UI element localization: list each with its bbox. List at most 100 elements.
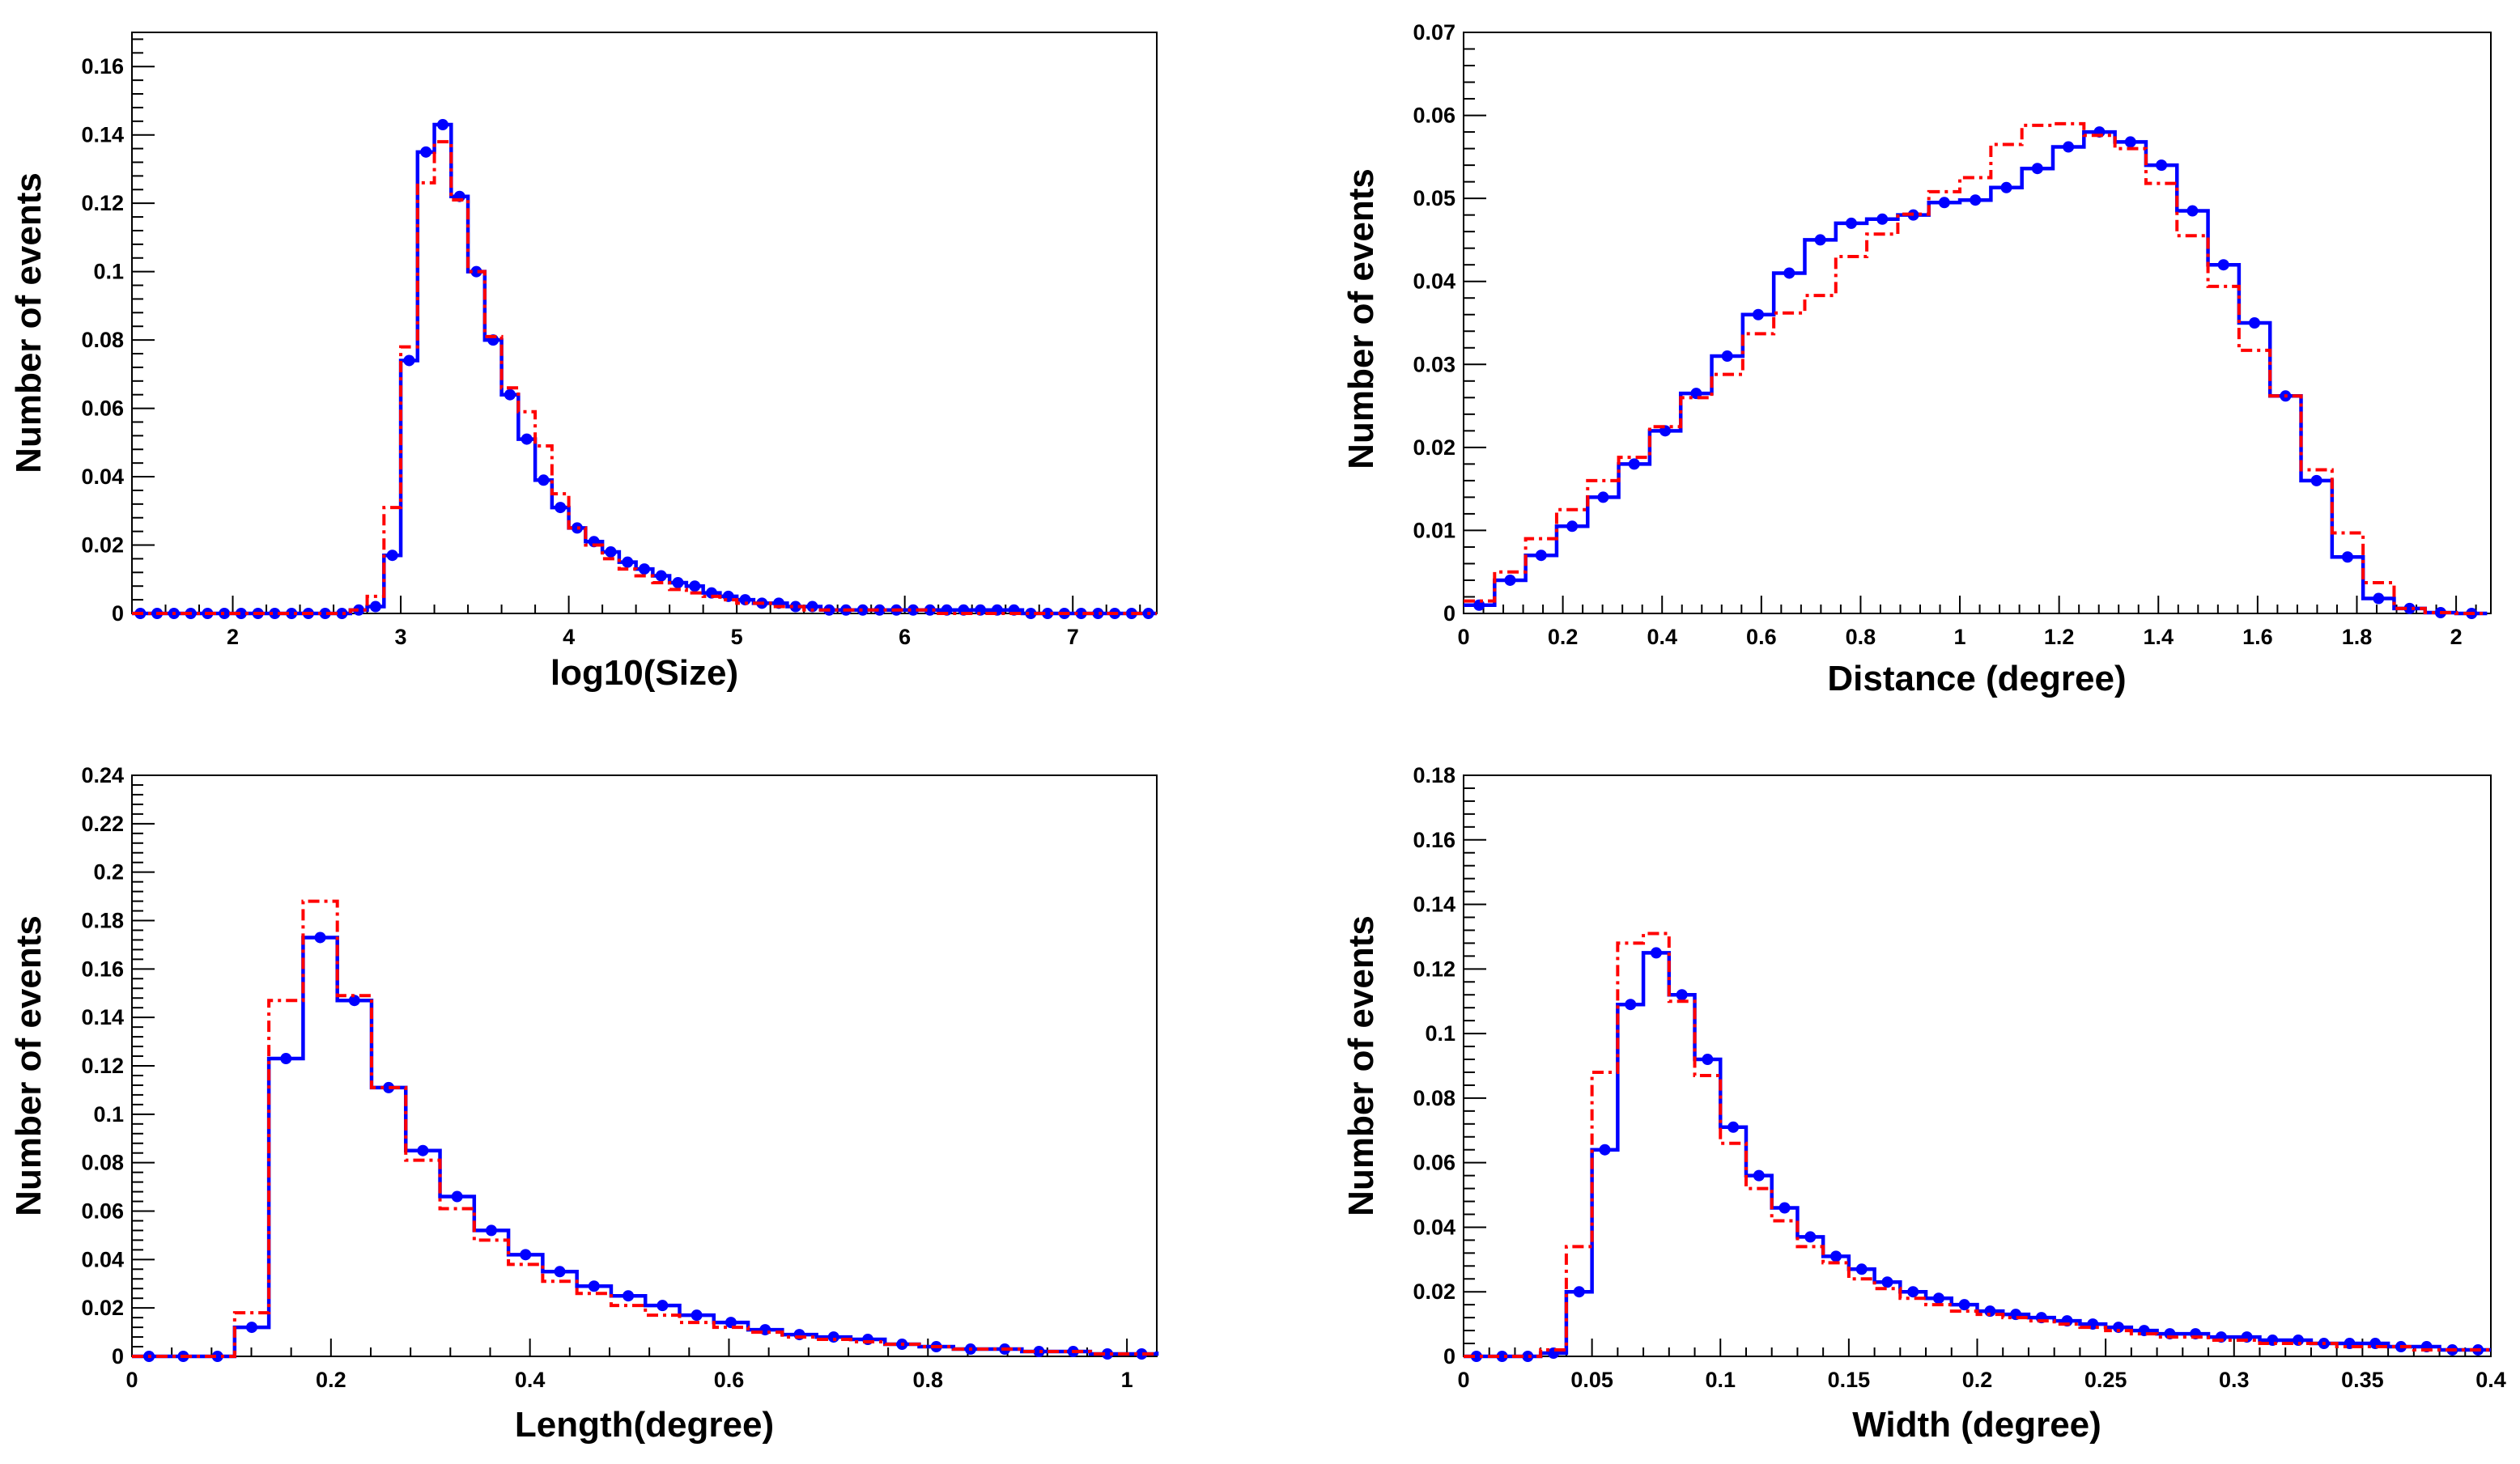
data-point	[348, 995, 360, 1007]
x-tick-label: 1.6	[2242, 625, 2273, 649]
data-point	[436, 119, 448, 131]
data-point	[314, 931, 326, 944]
data-point	[1676, 989, 1688, 1001]
x-tick-label: 0.35	[2341, 1368, 2384, 1392]
data-point	[2403, 602, 2416, 614]
data-point	[1702, 1054, 1714, 1066]
data-point	[622, 556, 634, 568]
data-point	[245, 1322, 257, 1334]
data-point	[873, 604, 886, 616]
data-point	[1075, 608, 1087, 619]
y-tick-label: 0.16	[81, 957, 124, 981]
y-tick-label: 0.14	[1413, 893, 1455, 917]
data-point	[1783, 267, 1795, 279]
x-axis-title: Distance (degree)	[1827, 659, 2126, 698]
y-tick-label: 0.04	[81, 1247, 124, 1271]
data-point	[1804, 1231, 1817, 1243]
panel-length: Length(degree) Number of events 0 0.2 0.4 0…	[9, 763, 1159, 1445]
data-point	[2156, 159, 2168, 172]
y-tick-label: 0.06	[1413, 104, 1455, 128]
data-point	[672, 576, 684, 588]
y-tick-label: 0.18	[81, 909, 124, 933]
x-tick-label: 0	[1457, 625, 1469, 649]
y-tick-label: 0.05	[1413, 186, 1455, 210]
y-tick-label: 0.08	[81, 328, 124, 352]
data-point	[219, 608, 231, 619]
x-tick-label: 0.2	[316, 1368, 346, 1392]
red-dashdot-histogram	[1464, 931, 2491, 1358]
y-axis-title: Number of events	[9, 172, 49, 473]
data-point	[470, 265, 482, 278]
y-tick-label: 0.1	[1425, 1021, 1455, 1046]
data-point	[1970, 194, 1982, 206]
x-tick-label: 0.05	[1570, 1368, 1613, 1392]
data-point	[827, 1331, 839, 1343]
data-point	[504, 388, 516, 401]
data-point	[2031, 163, 2043, 175]
x-tick-label: 4	[563, 625, 575, 649]
x-tick-label: 0.2	[1962, 1368, 1993, 1392]
data-point	[417, 1144, 429, 1156]
data-point	[521, 433, 533, 445]
data-point	[856, 604, 869, 616]
data-point	[623, 1290, 635, 1302]
x-tick-label: 2	[2450, 625, 2463, 649]
data-point	[1535, 550, 1547, 562]
y-tick-label: 0.04	[1413, 269, 1455, 294]
data-point	[588, 1280, 600, 1292]
x-tick-label: 1	[1121, 1368, 1133, 1392]
y-tick-label: 0	[112, 601, 124, 626]
data-point	[689, 580, 701, 592]
y-tick-label: 0.16	[1413, 828, 1455, 852]
data-point	[1881, 1276, 1893, 1288]
data-point	[1753, 1169, 1765, 1182]
y-axis-title: Number of events	[1341, 915, 1381, 1216]
y-tick-label: 0.04	[81, 465, 124, 489]
x-tick-label: 0.6	[714, 1368, 745, 1392]
data-point	[1830, 1250, 1842, 1262]
x-tick-label: 0.3	[2219, 1368, 2250, 1392]
data-point	[1958, 1299, 1970, 1311]
data-point	[1907, 1286, 1919, 1298]
x-tick-label: 0.4	[515, 1368, 546, 1392]
x-tick-label: 0	[125, 1368, 138, 1392]
x-axis-title: log10(Size)	[550, 653, 738, 693]
data-point	[1650, 947, 1662, 959]
plot-frame	[1463, 32, 2492, 614]
red-dashdot-histogram	[132, 140, 1157, 615]
data-point	[1932, 1292, 1944, 1305]
data-point	[1102, 1348, 1114, 1360]
data-point	[907, 604, 920, 616]
y-tick-label: 0.02	[1413, 1279, 1455, 1304]
y-tick-label: 0	[1443, 1344, 1455, 1369]
y-tick-label: 0.06	[1413, 1151, 1455, 1175]
data-point	[2249, 317, 2261, 329]
y-tick-label: 0.12	[81, 191, 124, 215]
data-point	[1876, 213, 1889, 225]
data-point	[2341, 551, 2353, 563]
data-point	[657, 1300, 669, 1312]
red-dashdot-histogram	[1464, 121, 2488, 615]
y-tick-label: 0.03	[1413, 352, 1455, 376]
x-tick-label: 0.25	[2084, 1368, 2127, 1392]
y-tick-label: 0	[1443, 601, 1455, 626]
y-tick-label: 0.24	[81, 763, 124, 787]
data-point	[1855, 1263, 1868, 1275]
data-point	[383, 1081, 395, 1093]
panel-width: Width (degree) Number of events 0 0.05 0.1…	[1341, 763, 2506, 1445]
y-tick-label: 0.12	[81, 1054, 124, 1078]
data-point	[420, 146, 432, 158]
x-tick-label: 0.2	[1548, 625, 1579, 649]
y-tick-label: 0.06	[81, 397, 124, 421]
data-point	[924, 604, 936, 616]
data-point	[1470, 1351, 1482, 1362]
data-point	[1573, 1286, 1585, 1298]
y-tick-label: 0.08	[81, 1151, 124, 1175]
data-point	[353, 604, 365, 616]
x-tick-label: 2	[227, 625, 239, 649]
x-tick-label: 0.15	[1828, 1368, 1871, 1392]
data-point	[639, 563, 650, 575]
x-tick-label: 1.4	[2143, 625, 2174, 649]
data-point	[1522, 1351, 1534, 1362]
x-axis-title: Length(degree)	[515, 1405, 774, 1445]
